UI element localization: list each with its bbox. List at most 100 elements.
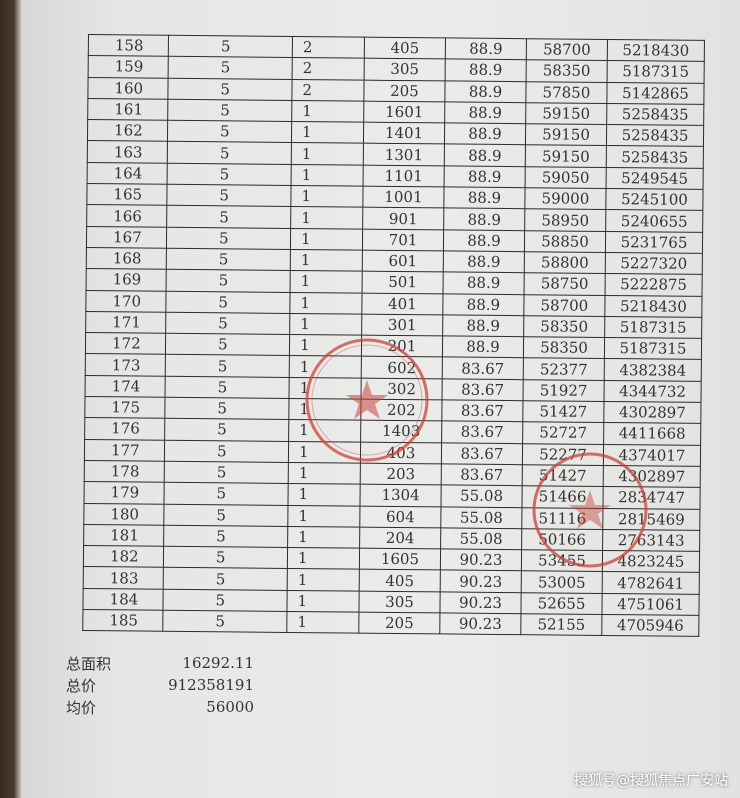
cell-total-price: 4782641 (602, 571, 700, 595)
cell-area: 83.67 (442, 357, 524, 380)
cell-unit: 1 (291, 121, 364, 144)
cell-total-price: 5245100 (605, 188, 704, 211)
cell-total-price: 5258435 (606, 145, 704, 169)
cell-unit-price: 53005 (521, 571, 603, 594)
cell-total-price: 2815469 (602, 507, 700, 531)
cell-area: 55.08 (440, 485, 523, 508)
cell-area: 55.08 (440, 527, 522, 550)
cell-index: 160 (87, 77, 169, 100)
cell-index: 176 (84, 417, 165, 440)
cell-area: 83.67 (442, 378, 524, 401)
cell-index: 165 (86, 183, 168, 206)
cell-unit: 1 (286, 611, 359, 634)
cell-total-price: 4374017 (603, 444, 701, 467)
cell-unit-price: 58700 (523, 294, 606, 317)
cell-building: 5 (167, 141, 292, 165)
cell-total-price: 4344732 (603, 380, 702, 403)
cell-unit-price: 58850 (524, 230, 606, 253)
cell-unit-price: 58350 (526, 60, 608, 83)
cell-room: 1403 (360, 420, 442, 443)
cell-index: 172 (85, 332, 166, 355)
cell-building: 5 (162, 588, 288, 612)
cell-unit: 1 (289, 313, 362, 336)
cell-area: 90.23 (439, 612, 521, 635)
cell-building: 5 (163, 525, 288, 548)
cell-index: 175 (84, 396, 166, 419)
cell-area: 90.23 (439, 591, 522, 614)
cell-index: 183 (83, 566, 164, 589)
cell-index: 178 (84, 460, 165, 483)
cell-total-price: 5218430 (604, 295, 703, 318)
cell-index: 168 (86, 247, 167, 270)
cell-total-price: 5231765 (605, 231, 703, 254)
cell-room: 1301 (363, 143, 445, 166)
cell-unit-price: 51116 (521, 507, 603, 530)
cell-building: 5 (166, 269, 291, 293)
cell-area: 88.9 (442, 336, 524, 359)
cell-index: 169 (86, 268, 167, 291)
cell-area: 88.9 (444, 101, 526, 124)
cell-index: 185 (82, 609, 163, 632)
watermark: 搜狐号@搜狐焦点广安站 (574, 773, 728, 789)
cell-unit-price: 58800 (524, 251, 606, 274)
cell-total-price: 5187315 (604, 316, 702, 339)
cell-building: 5 (166, 184, 292, 207)
cell-unit-price: 51427 (522, 400, 604, 423)
cell-building: 5 (168, 35, 293, 58)
avg-price-label: 均价 (66, 698, 97, 717)
cell-area: 88.9 (445, 59, 527, 82)
cell-area: 88.9 (443, 229, 525, 252)
cell-area: 88.9 (443, 272, 525, 295)
cell-total-price: 2763143 (602, 529, 700, 552)
cell-index: 164 (87, 162, 168, 185)
cell-area: 88.9 (444, 123, 526, 146)
total-area-value: 16292.11 (182, 654, 254, 672)
cell-area: 88.9 (442, 314, 524, 337)
cell-building: 5 (165, 354, 290, 378)
total-price-value: 912358191 (168, 676, 254, 694)
cell-index: 162 (87, 119, 168, 142)
cell-unit: 1 (287, 526, 360, 549)
cell-total-price: 5222875 (605, 273, 703, 296)
cell-unit-price: 53455 (521, 549, 603, 572)
cell-unit: 1 (290, 249, 363, 272)
cell-building: 5 (164, 418, 289, 442)
cell-area: 88.9 (443, 208, 525, 231)
cell-total-price: 5240655 (605, 209, 703, 233)
cell-unit: 1 (291, 142, 364, 165)
cell-unit: 1 (289, 355, 362, 378)
cell-unit-price: 58750 (524, 272, 606, 296)
cell-room: 205 (363, 79, 446, 102)
cell-area: 83.67 (441, 442, 523, 465)
cell-index: 167 (86, 226, 167, 249)
cell-room: 1601 (363, 101, 445, 124)
cell-unit-price: 59150 (525, 123, 607, 146)
cell-building: 5 (166, 248, 291, 271)
cell-building: 5 (165, 290, 291, 314)
cell-unit: 1 (289, 292, 363, 315)
cell-area: 90.23 (440, 549, 522, 572)
cell-building: 5 (167, 163, 292, 186)
cell-area: 88.9 (444, 80, 527, 103)
summary: 总面积 16292.11 总价 912358191 均价 56000 (66, 652, 254, 718)
cell-index: 177 (84, 439, 165, 462)
cell-room: 601 (362, 250, 444, 273)
cell-building: 5 (165, 333, 290, 356)
cell-total-price: 5258435 (606, 103, 704, 126)
cell-unit-price: 52727 (522, 422, 604, 445)
cell-unit: 1 (286, 590, 360, 613)
cell-building: 5 (164, 397, 290, 420)
cell-total-price: 4411668 (603, 422, 701, 446)
cell-unit: 1 (287, 547, 360, 570)
cell-area: 88.9 (444, 144, 526, 167)
cell-total-price: 5218430 (607, 39, 705, 62)
cell-room: 305 (358, 590, 441, 613)
cell-unit: 1 (289, 377, 362, 400)
cell-room: 1001 (362, 186, 445, 209)
cell-room: 1304 (359, 484, 442, 507)
cell-index: 180 (83, 503, 164, 526)
cell-unit-price: 52655 (520, 592, 603, 615)
cell-total-price: 4705946 (601, 614, 699, 637)
cell-room: 1605 (359, 548, 441, 571)
cell-unit-price: 58700 (526, 38, 608, 61)
